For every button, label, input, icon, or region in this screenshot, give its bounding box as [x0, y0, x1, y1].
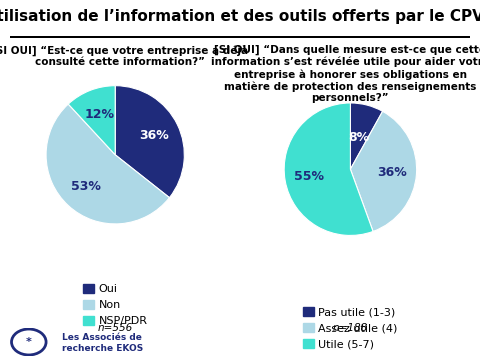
Wedge shape: [68, 86, 115, 155]
Wedge shape: [115, 86, 184, 198]
Text: 53%: 53%: [71, 180, 101, 193]
Text: n=556: n=556: [97, 323, 133, 333]
Text: *: *: [26, 337, 32, 347]
Text: 12%: 12%: [84, 108, 114, 121]
Wedge shape: [350, 111, 417, 231]
Legend: Pas utile (1-3), Assez utile (4), Utile (5-7): Pas utile (1-3), Assez utile (4), Utile …: [299, 303, 402, 354]
Text: Les Associés de
recherche EKOS: Les Associés de recherche EKOS: [62, 333, 144, 353]
Wedge shape: [46, 104, 169, 224]
Wedge shape: [350, 103, 383, 169]
Wedge shape: [284, 103, 373, 235]
Text: 8%: 8%: [348, 131, 369, 144]
Text: 36%: 36%: [140, 129, 169, 142]
Text: Utilisation de l’information et des outils offerts par le CPVP: Utilisation de l’information et des outi…: [0, 9, 480, 24]
Text: [SI OUI] “Est-ce que votre entreprise a déjà
consulté cette information?”: [SI OUI] “Est-ce que votre entreprise a …: [0, 45, 249, 67]
Text: 36%: 36%: [377, 166, 407, 179]
Legend: Oui, Non, NSP/PDR: Oui, Non, NSP/PDR: [78, 279, 152, 331]
Text: n=188: n=188: [333, 323, 368, 333]
Text: [SI OUI] “Dans quelle mesure est-ce que cette
information s’est révélée utile po: [SI OUI] “Dans quelle mesure est-ce que …: [211, 45, 480, 103]
Text: 55%: 55%: [294, 170, 324, 183]
